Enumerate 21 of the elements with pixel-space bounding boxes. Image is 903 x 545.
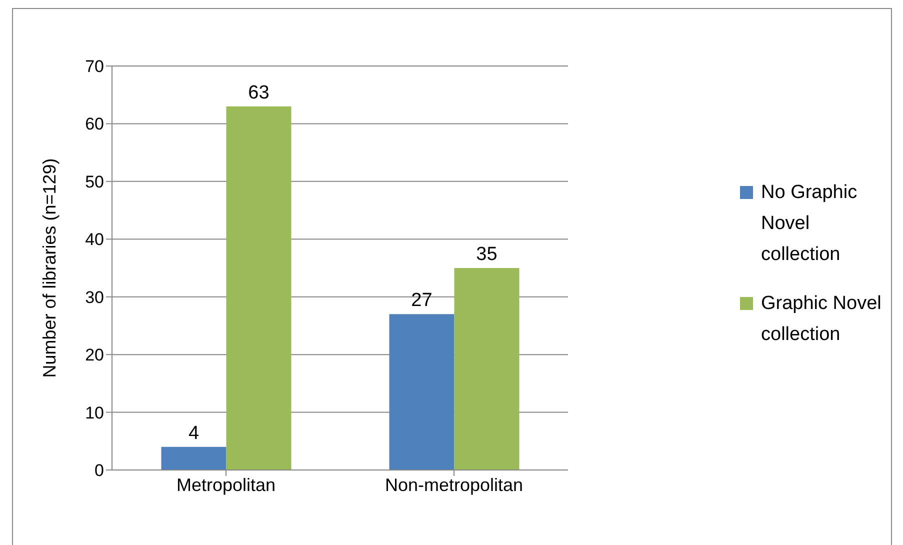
bar — [226, 106, 292, 470]
y-axis-title: Number of libraries (n=129) — [39, 158, 60, 378]
data-label: 27 — [411, 290, 432, 312]
x-tick-label: Metropolitan — [176, 474, 276, 495]
y-tick-label: 70 — [85, 57, 104, 76]
y-tick-label: 30 — [85, 288, 104, 307]
y-tick-label: 50 — [85, 172, 104, 192]
data-label: 4 — [188, 422, 200, 444]
x-tick-label: Non-metropolitan — [384, 474, 524, 495]
y-tick-label: 40 — [85, 230, 104, 250]
y-tick-label: 60 — [85, 114, 104, 134]
data-label: 35 — [476, 244, 498, 265]
bar — [389, 314, 454, 470]
bar — [454, 268, 520, 470]
data-label: 63 — [248, 82, 270, 104]
y-tick-label: 0 — [94, 461, 104, 480]
legend-label: Graphic Novel collection — [761, 292, 882, 347]
y-tick-label: 10 — [85, 403, 104, 422]
y-tick-label: 20 — [85, 346, 104, 365]
legend-label: No Graphic Novel collection — [761, 181, 858, 267]
bar — [161, 446, 226, 470]
